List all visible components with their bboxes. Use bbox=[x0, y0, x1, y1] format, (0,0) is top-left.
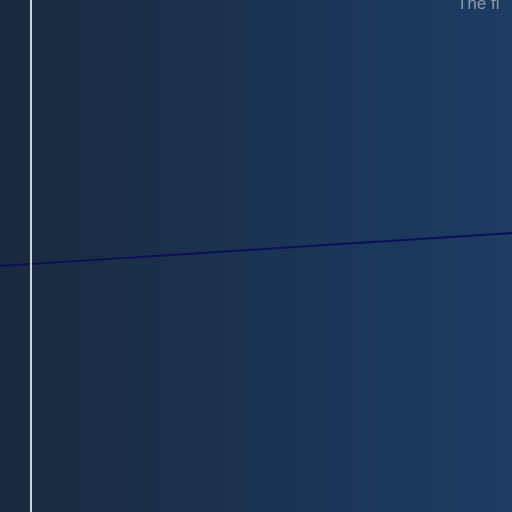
vertical-divider bbox=[30, 0, 32, 512]
truncated-heading-text: The fi bbox=[457, 0, 500, 13]
diagonal-guide-line bbox=[0, 232, 512, 267]
